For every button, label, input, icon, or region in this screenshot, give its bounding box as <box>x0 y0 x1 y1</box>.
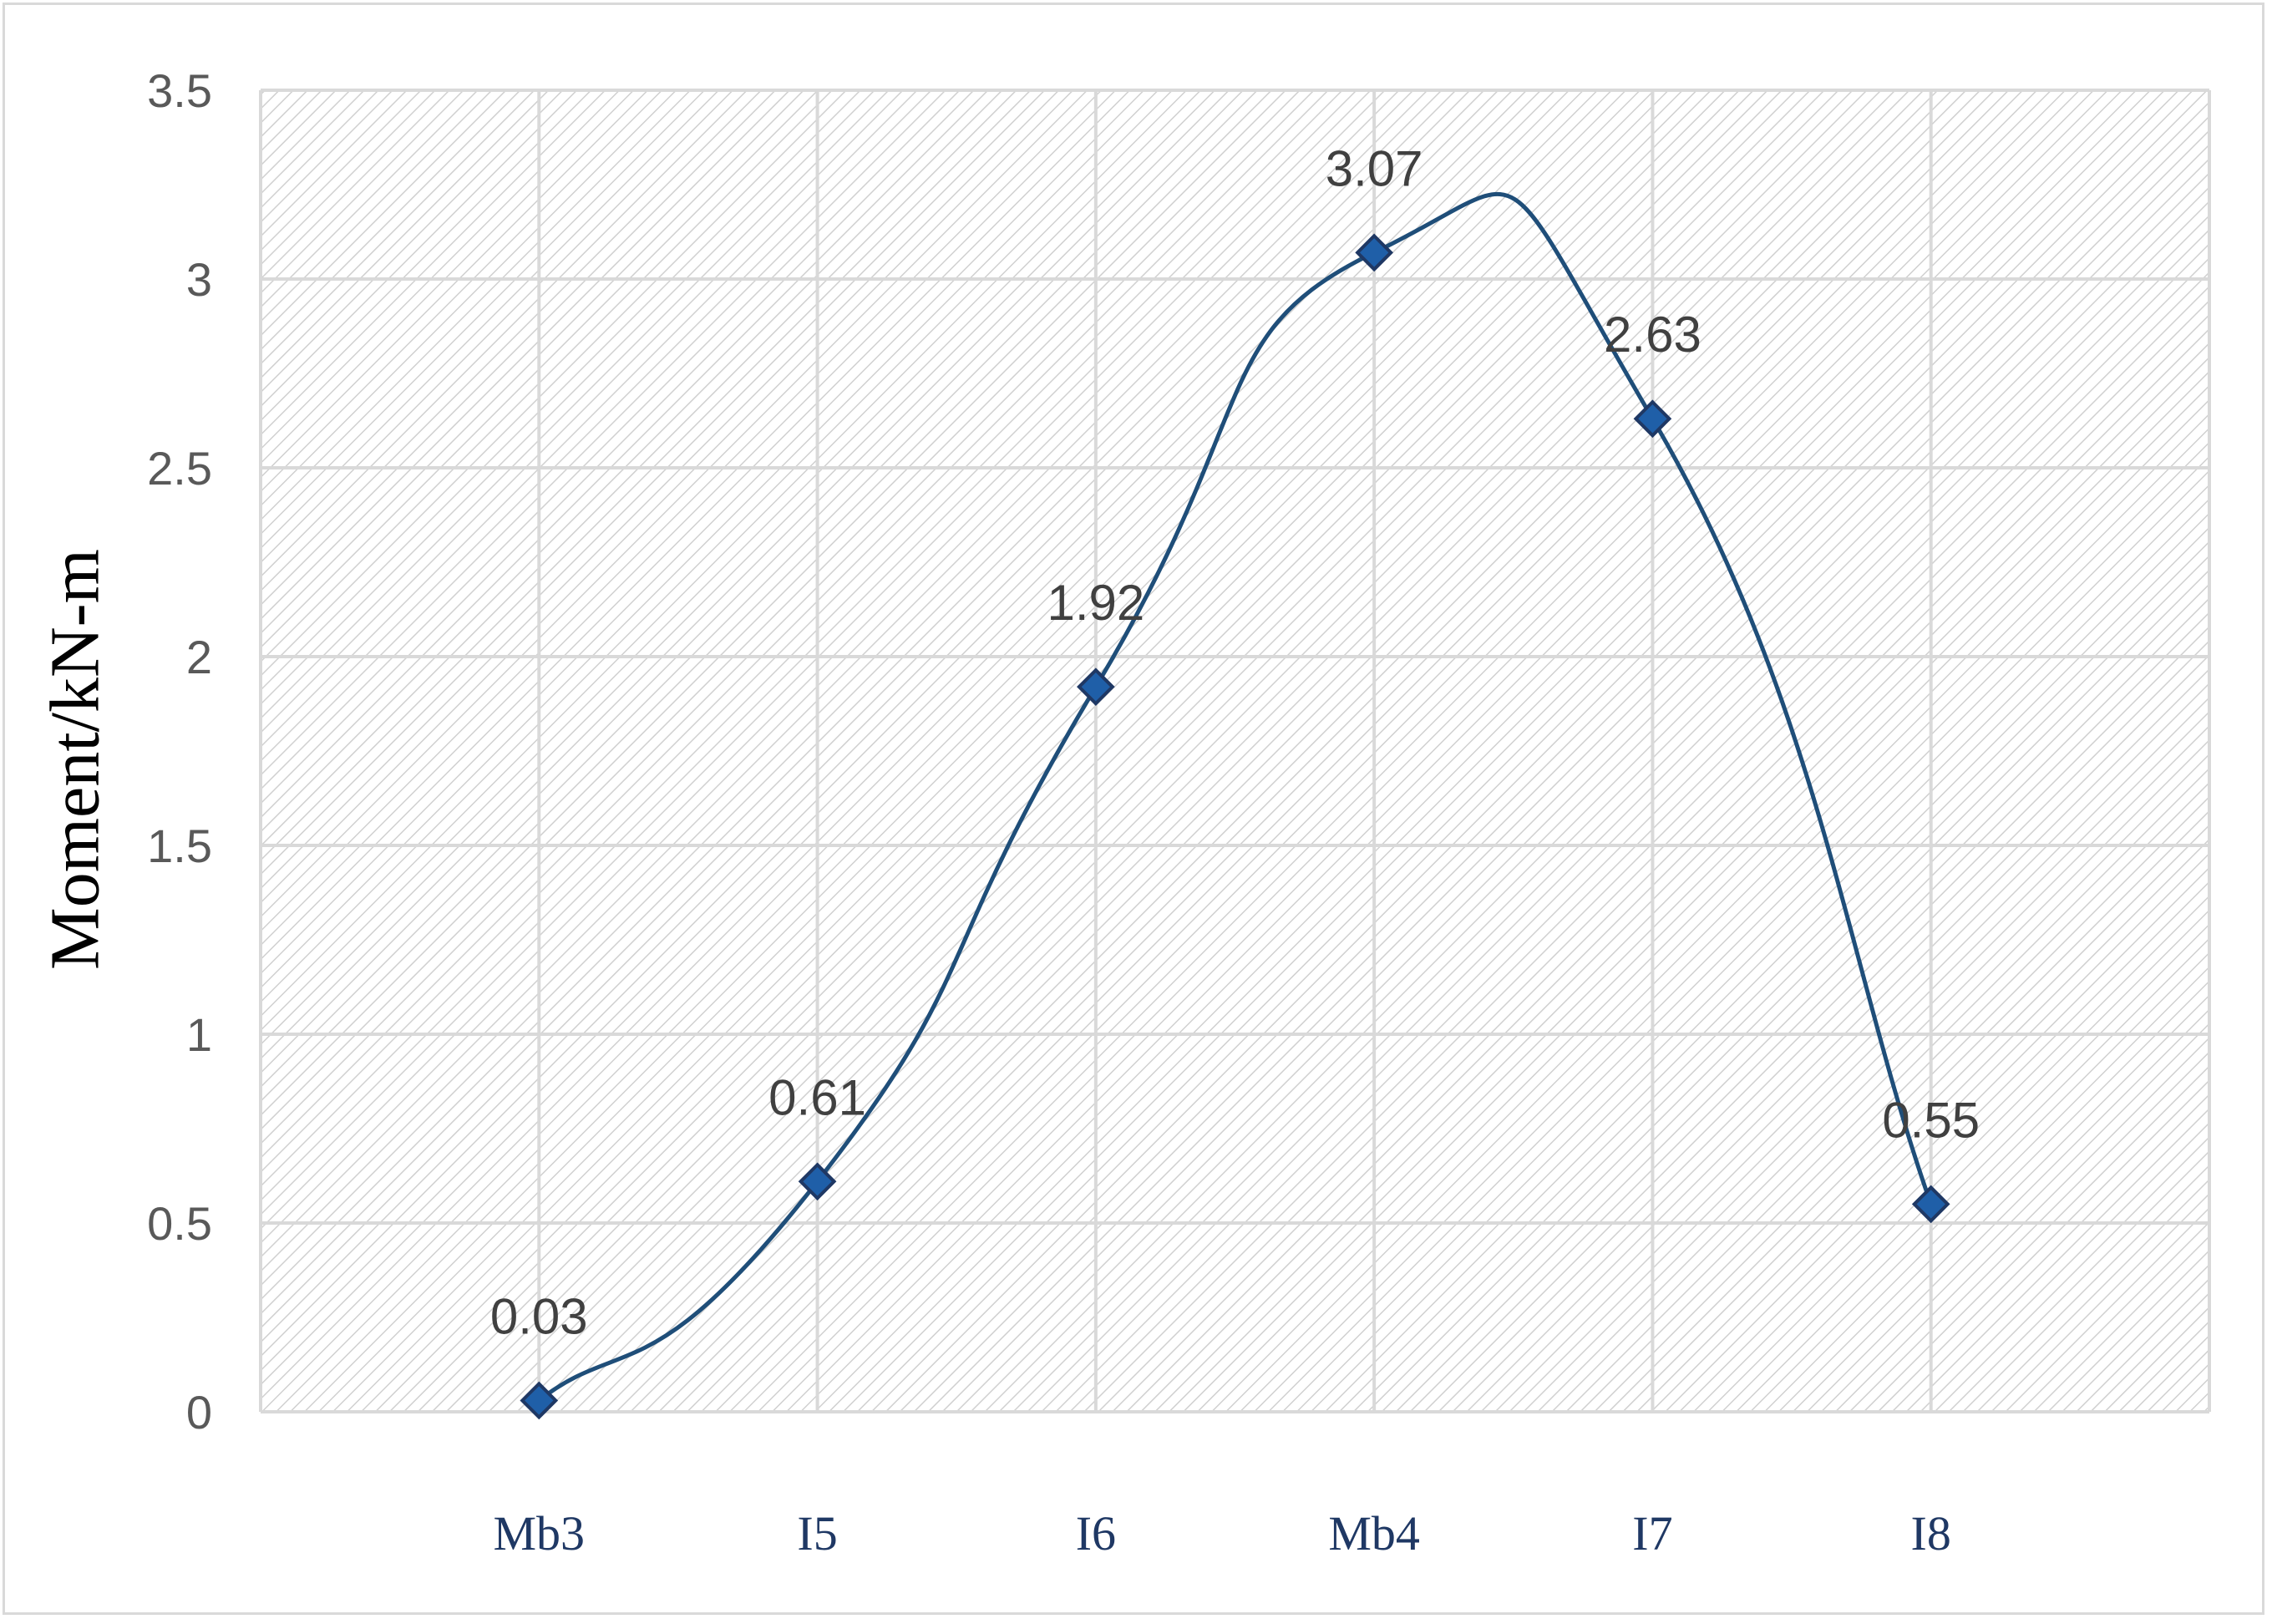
x-tick-label: I6 <box>1076 1506 1116 1561</box>
data-point-marker <box>520 1381 559 1420</box>
x-tick-label: I7 <box>1632 1506 1672 1561</box>
data-labels: 0.03 0.61 1.92 3.07 2.63 0.55 <box>490 140 1980 1344</box>
x-tick-label: Mb4 <box>1328 1506 1420 1561</box>
x-tick-label: I5 <box>797 1506 837 1561</box>
data-point-marker <box>798 1162 837 1201</box>
x-tick-label: Mb3 <box>493 1506 585 1561</box>
y-axis-title: Moment/kN-m <box>36 549 114 970</box>
y-tick-label: 1.5 <box>147 820 212 872</box>
gridlines <box>259 89 2211 1413</box>
data-label: 0.61 <box>768 1069 866 1125</box>
series-markers <box>520 233 1950 1420</box>
y-tick-label: 1 <box>186 1008 212 1061</box>
data-label: 3.07 <box>1326 140 1423 196</box>
y-tick-label: 0.5 <box>147 1197 212 1250</box>
y-tick-label: 2 <box>186 631 212 683</box>
y-tick-label: 0 <box>186 1386 212 1439</box>
data-label: 0.55 <box>1882 1092 1980 1148</box>
data-point-marker <box>1633 399 1672 439</box>
x-axis-tick-labels: Mb3 I5 I6 Mb4 I7 I8 <box>493 1506 1950 1561</box>
data-point-marker <box>1355 233 1393 272</box>
y-axis-tick-labels: 0 0.5 1 1.5 2 2.5 3 3.5 <box>147 64 212 1439</box>
y-tick-label: 3 <box>186 253 212 306</box>
data-label: 2.63 <box>1604 307 1701 363</box>
x-tick-label: I8 <box>1911 1506 1951 1561</box>
data-label: 1.92 <box>1047 575 1144 631</box>
data-point-marker <box>1911 1185 1950 1224</box>
y-tick-label: 3.5 <box>147 64 212 117</box>
y-tick-label: 2.5 <box>147 442 212 495</box>
data-point-marker <box>1077 667 1115 706</box>
data-label: 0.03 <box>490 1288 588 1344</box>
plot-area <box>261 90 2209 1412</box>
